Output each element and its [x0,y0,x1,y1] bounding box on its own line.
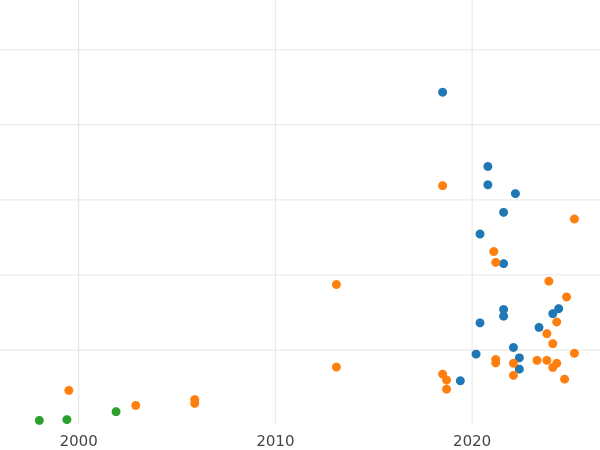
data-point [131,400,141,410]
x-tick-label: 2010 [256,432,294,450]
data-point [499,207,509,217]
x-tick-label: 2020 [453,432,491,450]
data-point [499,311,509,321]
data-point [548,309,558,319]
data-point [491,257,501,267]
data-point [438,87,448,97]
data-point [475,229,485,239]
data-point [491,358,501,368]
data-point [552,317,562,327]
data-point [190,398,200,408]
data-point [483,161,493,171]
data-point [534,322,544,332]
data-point [499,304,509,314]
data-point [442,375,452,385]
data-point [34,415,44,425]
data-point [542,329,552,339]
data-point [475,318,485,328]
data-point [514,364,524,374]
data-point [508,342,518,352]
data-point [562,292,572,302]
data-point [331,279,341,289]
x-axis-ticks: 2000 2010 2020 [60,432,492,450]
x-tick-label: 2000 [60,432,98,450]
data-point [442,384,452,394]
data-point [548,339,558,349]
data-point [569,348,579,358]
data-point [471,349,481,359]
data-point [542,355,552,365]
data-point [62,415,72,425]
data-point [508,358,518,368]
data-point [483,180,493,190]
data-point [532,355,542,365]
data-point [111,407,121,417]
data-point [510,189,520,199]
data-point [514,353,524,363]
data-points [34,87,579,425]
data-point [455,376,465,386]
data-point [554,304,564,314]
data-point [560,374,570,384]
grid [0,0,600,425]
data-point [499,259,509,269]
data-point [331,362,341,372]
data-point [64,385,74,395]
data-point [508,370,518,380]
data-point [438,181,448,191]
data-point [569,214,579,224]
data-point [544,276,554,286]
data-point [548,362,558,372]
data-point [489,247,499,257]
